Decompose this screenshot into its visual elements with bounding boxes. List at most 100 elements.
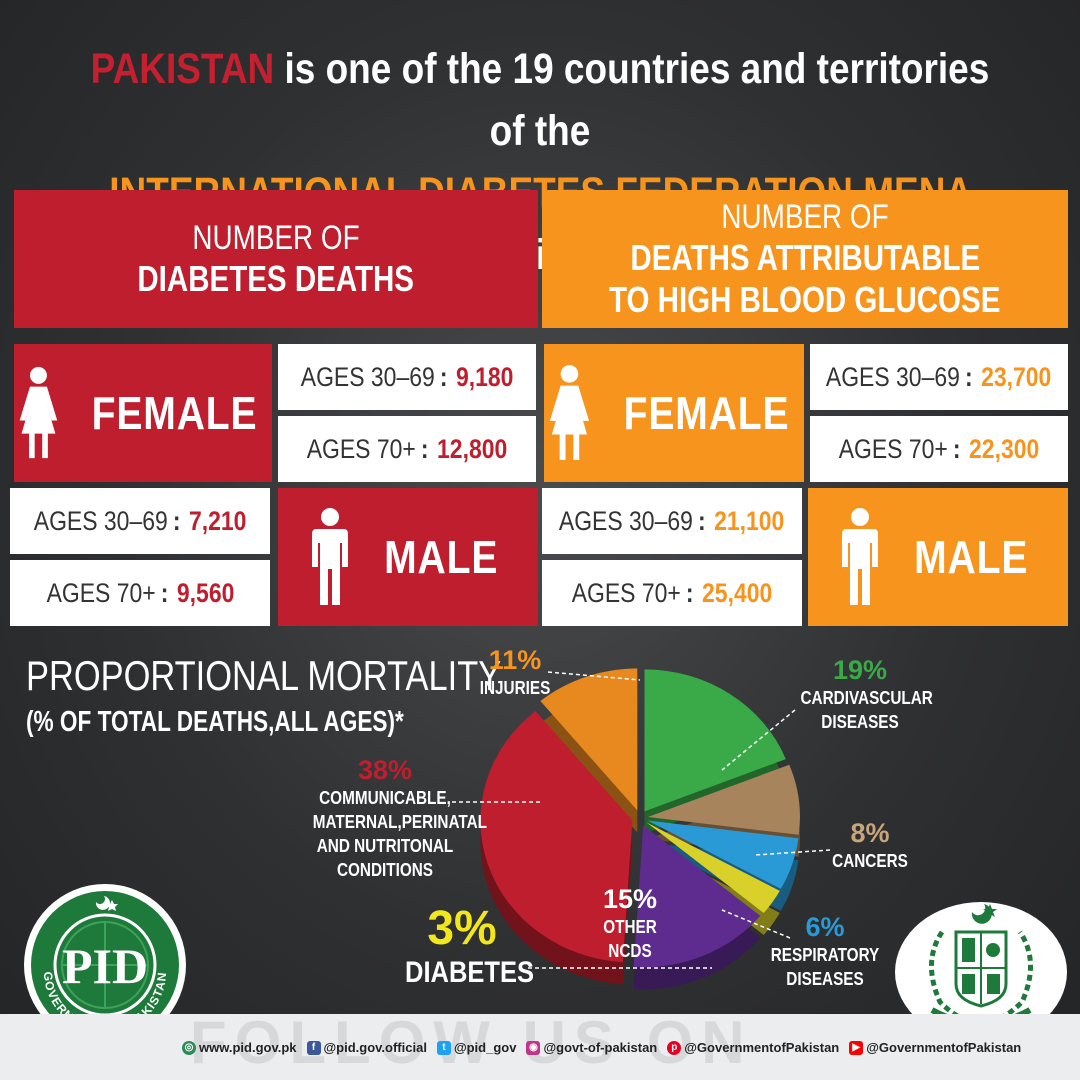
youtube-icon: ▶ [849, 1040, 864, 1055]
age-label: AGES 30–69 [559, 505, 694, 536]
glucose-female-70: AGES 70+:22,300 [810, 416, 1068, 482]
female-label: FEMALE [623, 387, 790, 439]
label-injuries: 11% INJURIES [470, 645, 560, 700]
leader-line [754, 849, 831, 856]
instagram-icon: ◉ [526, 1040, 541, 1055]
twitter-link[interactable]: t @pid_gov [436, 1040, 517, 1055]
youtube-text: @GovernmentofPakistan [866, 1040, 1022, 1055]
female-icon [19, 366, 58, 459]
label-other-ncds: 15% OTHER NCDS [575, 884, 685, 963]
glucose-female-30-69: AGES 30–69:23,700 [810, 344, 1068, 410]
age-value: 23,700 [981, 361, 1052, 392]
pie-slice [647, 820, 799, 889]
label-diabetes: 3% DIABETES [395, 902, 534, 990]
age-label: AGES 70+ [571, 577, 681, 608]
name-cancers: CANCERS [832, 851, 908, 871]
age-label: AGES 30–69 [826, 361, 961, 392]
website-link[interactable]: ◎ www.pid.gov.pk [182, 1040, 297, 1055]
headline-country: PAKISTAN [90, 45, 275, 93]
pinterest-text: @GovernmentofPakistan [684, 1040, 840, 1055]
glucose-deaths-header: NUMBER OF DEATHS ATTRIBUTABLE TO HIGH BL… [542, 190, 1068, 328]
female-icon [549, 365, 590, 460]
leader-line [721, 709, 796, 771]
glucose-deaths-title-1b: DEATHS ATTRIBUTABLE [630, 236, 980, 278]
label-respiratory: 6% RESPIRATORY DISEASES [760, 912, 890, 991]
youtube-link[interactable]: ▶ @GovernmentofPakistan [849, 1040, 1021, 1055]
leader-line [721, 909, 791, 939]
diabetes-male-30-69: AGES 30–69:7,210 [10, 488, 270, 554]
twitter-text: @pid_gov [453, 1040, 517, 1055]
social-links: ◎ www.pid.gov.pk f @pid.gov.official t @pid… [182, 1040, 1021, 1055]
name-communicable-1: COMMUNICABLE, [319, 788, 451, 808]
female-tile-glucose: FEMALE [544, 344, 804, 482]
diabetes-deaths-header: NUMBER OF DIABETES DEATHS [14, 190, 538, 328]
male-tile-glucose: MALE [808, 488, 1068, 626]
diabetes-deaths-title-1: NUMBER OF [192, 218, 360, 257]
pinterest-link[interactable]: p @GovernmentofPakistan [667, 1040, 839, 1055]
male-icon [311, 508, 348, 605]
pie-leader-lines [452, 671, 831, 969]
female-label: FEMALE [91, 387, 258, 439]
diabetes-deaths-title-2: DIABETES DEATHS [137, 257, 415, 299]
facebook-link[interactable]: f @pid.gov.official [306, 1040, 427, 1055]
pie-slice [540, 668, 638, 811]
leader-line [547, 671, 641, 681]
pct-other-ncds: 15% [602, 884, 658, 914]
age-value: 21,100 [714, 505, 785, 536]
label-communicable: 38% COMMUNICABLE, MATERNAL,PERINATAL AND… [300, 755, 487, 882]
age-label: AGES 70+ [306, 433, 416, 464]
instagram-link[interactable]: ◉ @govt-of-pakistan [526, 1040, 657, 1055]
pid-logo: PID GOVERNMENT OF PAKISTAN [24, 884, 186, 1046]
name-respiratory-1: RESPIRATORY [770, 945, 880, 965]
twitter-icon: t [436, 1040, 451, 1055]
age-value: 25,400 [702, 577, 773, 608]
mortality-subtitle: (% OF TOTAL DEATHS,ALL AGES)* [26, 706, 404, 738]
male-icon [841, 508, 878, 605]
male-label: MALE [383, 531, 499, 583]
name-communicable-2: MATERNAL,PERINATAL [312, 812, 487, 832]
pid-initials: PID [62, 938, 148, 994]
name-cardiovascular-1: CARDIVASCULAR [800, 688, 933, 708]
label-cancers: 8% CANCERS [820, 818, 920, 873]
name-diabetes: DIABETES [405, 956, 534, 989]
pie-slices [480, 668, 800, 968]
website-text: www.pid.gov.pk [199, 1040, 297, 1055]
pct-cardiovascular: 19% [832, 655, 888, 685]
pct-injuries: 11% [488, 645, 542, 675]
diabetes-female-70: AGES 70+:12,800 [278, 416, 536, 482]
pinterest-icon: p [667, 1040, 682, 1055]
age-value: 9,560 [176, 577, 234, 608]
glucose-deaths-title-1a: NUMBER OF [721, 197, 889, 236]
globe-icon: ◎ [182, 1040, 196, 1055]
glucose-deaths-title-2: TO HIGH BLOOD GLUCOSE [609, 278, 1001, 320]
age-label: AGES 30–69 [33, 505, 168, 536]
instagram-text: @govt-of-pakistan [543, 1040, 658, 1055]
name-cardiovascular-2: DISEASES [821, 712, 899, 732]
diabetes-female-30-69: AGES 30–69:9,180 [278, 344, 536, 410]
pct-communicable: 38% [357, 755, 413, 785]
name-other-ncds: OTHER NCDS [603, 917, 657, 961]
age-value: 9,180 [455, 361, 514, 392]
age-value: 12,800 [437, 433, 508, 464]
facebook-icon: f [306, 1040, 321, 1055]
pct-respiratory: 6% [805, 912, 845, 942]
age-label: AGES 30–69 [300, 361, 435, 392]
follow-watermark: FOLLOW US ON [190, 1009, 753, 1076]
pie-slice [480, 711, 633, 963]
facebook-text: @pid.gov.official [323, 1040, 427, 1055]
name-injuries: INJURIES [479, 678, 551, 698]
glucose-male-30-69: AGES 30–69:21,100 [542, 488, 802, 554]
male-label: MALE [913, 531, 1029, 583]
name-communicable-4: CONDITIONS [336, 860, 434, 880]
label-cardiovascular: 19% CARDIVASCULAR DISEASES [790, 655, 933, 734]
age-value: 7,210 [188, 505, 247, 536]
female-tile-diabetes: FEMALE [14, 344, 272, 482]
age-label: AGES 70+ [46, 577, 156, 608]
age-value: 22,300 [969, 433, 1040, 464]
pct-cancers: 8% [850, 818, 890, 848]
pie-slice [644, 669, 786, 812]
headline-line1: is one of the 19 countries and territori… [284, 45, 990, 155]
name-communicable-3: AND NUTRITONAL [316, 836, 454, 856]
pct-diabetes: 3% [427, 902, 497, 955]
